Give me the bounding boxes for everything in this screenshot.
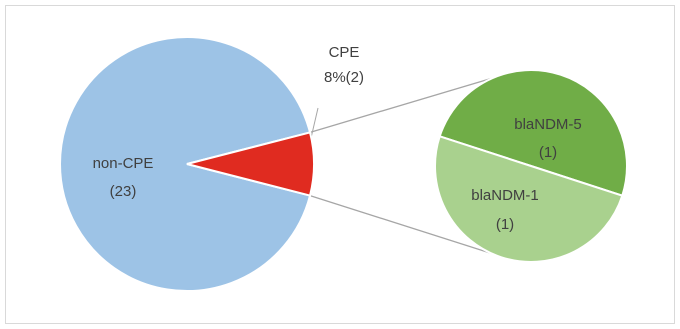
connector-line-upper xyxy=(309,75,501,134)
slice-blandm-5 xyxy=(438,69,628,197)
slice-non-cpe xyxy=(59,36,312,292)
slice-label-blandm-5: blaNDM-5 xyxy=(514,116,582,133)
slice-cpe xyxy=(186,131,315,197)
slice-label-blandm-1: blaNDM-1 xyxy=(471,187,539,204)
main-pie xyxy=(59,36,315,292)
slice-value-cpe: 8%(2) xyxy=(324,69,364,86)
slice-value-blandm-1: (1) xyxy=(496,216,514,233)
connector-lines xyxy=(309,75,501,257)
connector-line-lower xyxy=(309,194,501,257)
secondary-pie xyxy=(434,69,628,263)
slice-label-non-cpe: non-CPE xyxy=(93,155,154,172)
slice-value-blandm-5: (1) xyxy=(539,144,557,161)
leader-line-cpe xyxy=(310,107,319,139)
slice-blandm-1 xyxy=(434,135,624,263)
slice-value-non-cpe: (23) xyxy=(110,183,137,200)
slice-label-cpe: CPE xyxy=(329,44,360,61)
